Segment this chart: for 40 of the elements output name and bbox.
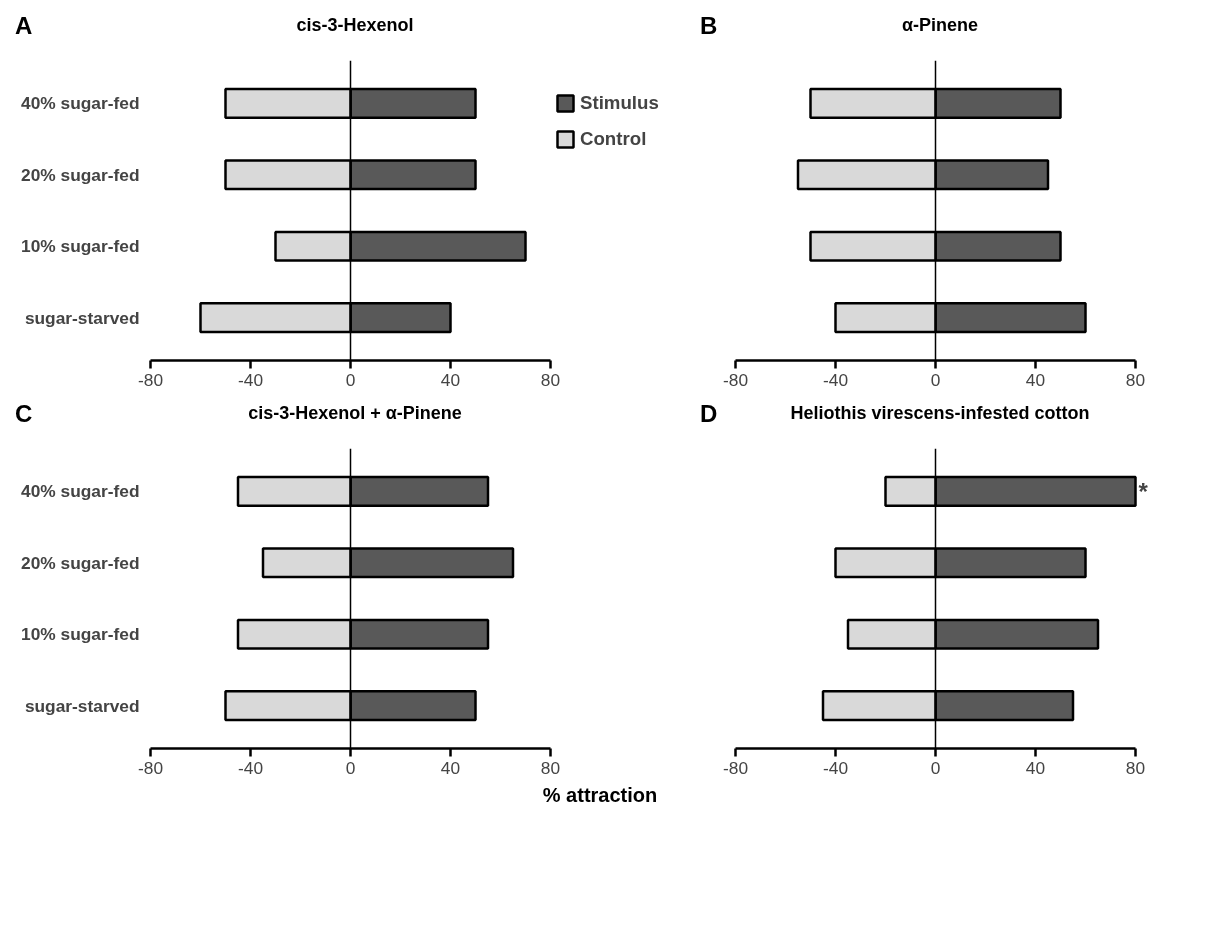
x-tick-label: 40 — [440, 369, 461, 390]
chart-title: cis-3-Hexenol + α-Pinene — [247, 402, 463, 425]
x-tick-label: 40 — [1025, 369, 1046, 390]
text: D — [700, 399, 718, 429]
x-tick-label: -40 — [237, 757, 264, 778]
y-tick-label: 10% sugar-fed — [21, 236, 140, 257]
annotation: * — [1138, 477, 1149, 505]
x-tick-label: 0 — [930, 757, 941, 778]
chart-title: α-Pinene — [900, 14, 980, 37]
x-tick-label: -80 — [137, 369, 164, 390]
x-tick-label: -40 — [822, 757, 849, 778]
x-tick-label: 80 — [1125, 369, 1146, 390]
text: A — [15, 11, 33, 41]
y-tick-label: 40% sugar-fed — [21, 93, 140, 114]
x-tick-label: 80 — [540, 757, 561, 778]
y-tick-label: 20% sugar-fed — [21, 552, 140, 573]
y-tick-label: 20% sugar-fed — [21, 164, 140, 185]
x-tick-label: -80 — [137, 757, 164, 778]
text: C — [15, 399, 33, 429]
x-axis-title: % attraction — [542, 783, 658, 808]
y-tick-label: sugar-starved — [24, 695, 140, 716]
chart-title: Heliothis virescens-infested cotton — [789, 402, 1091, 425]
x-tick-label: -40 — [822, 369, 849, 390]
legend-label: Stimulus — [580, 92, 659, 114]
x-tick-label: -80 — [722, 369, 749, 390]
y-tick-label: 10% sugar-fed — [21, 624, 140, 645]
x-tick-label: 40 — [1025, 757, 1046, 778]
legend-label: Control — [580, 128, 647, 150]
x-tick-label: 0 — [345, 369, 356, 390]
y-tick-label: sugar-starved — [24, 307, 140, 328]
x-tick-label: -40 — [237, 369, 264, 390]
chart-title: cis-3-Hexenol — [295, 14, 415, 37]
x-tick-label: 80 — [540, 369, 561, 390]
x-tick-label: 40 — [440, 757, 461, 778]
x-tick-label: 0 — [930, 369, 941, 390]
text: B — [700, 11, 718, 41]
x-tick-label: 80 — [1125, 757, 1146, 778]
y-tick-label: 40% sugar-fed — [21, 481, 140, 502]
x-tick-label: 0 — [345, 757, 356, 778]
x-tick-label: -80 — [722, 757, 749, 778]
